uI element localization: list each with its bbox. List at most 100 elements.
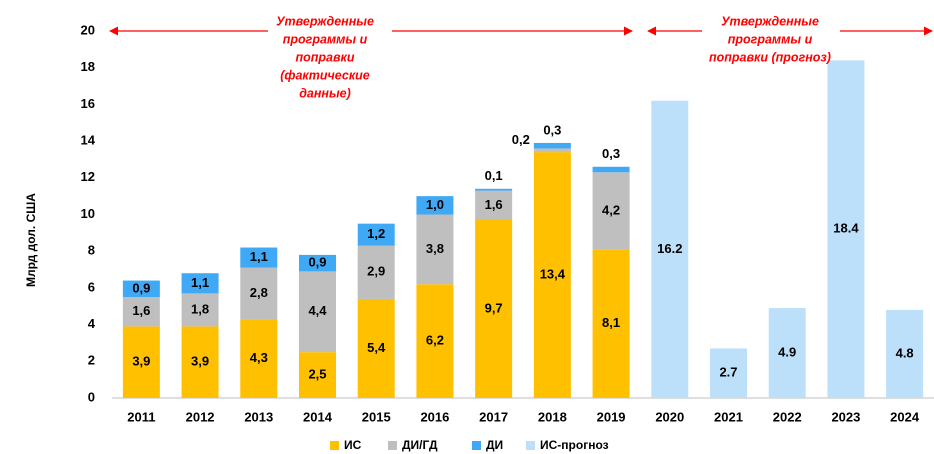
annotation: поправки (прогноз) xyxy=(709,50,831,64)
annotation: данные) xyxy=(299,86,351,100)
y-tick-label: 12 xyxy=(81,169,95,184)
data-label: 2.7 xyxy=(719,365,737,380)
data-label: 1,1 xyxy=(250,249,268,264)
legend-swatch xyxy=(472,441,481,450)
bar-segment xyxy=(299,254,336,272)
x-tick-label: 2012 xyxy=(186,409,215,424)
data-label: 6,2 xyxy=(426,333,444,348)
bar-segment xyxy=(416,196,454,215)
legend-swatch xyxy=(330,441,339,450)
data-label: 0,3 xyxy=(602,146,620,161)
y-tick-label: 2 xyxy=(88,353,95,368)
x-tick-label: 2023 xyxy=(831,409,860,424)
bar-segment xyxy=(592,249,630,398)
annotation: Утвержденные xyxy=(721,14,819,28)
annotation: программы и xyxy=(283,32,368,46)
bar-segment xyxy=(357,223,395,246)
y-tick-label: 18 xyxy=(81,59,95,74)
y-tick-label: 14 xyxy=(81,133,96,148)
bar-segment xyxy=(416,214,454,285)
data-label: 5,4 xyxy=(367,340,386,355)
data-label: 0,2 xyxy=(512,132,530,147)
data-label: 3,9 xyxy=(132,354,150,369)
data-label: 2,8 xyxy=(250,285,268,300)
x-tick-label: 2011 xyxy=(127,409,155,424)
x-tick-label: 2017 xyxy=(479,409,508,424)
bar-segment xyxy=(592,166,630,173)
data-label: 0,1 xyxy=(485,168,503,183)
bar-segment xyxy=(122,280,160,298)
data-label: 13,4 xyxy=(540,266,566,281)
y-tick-label: 10 xyxy=(81,206,95,221)
bar-segment xyxy=(122,297,160,327)
x-tick-label: 2018 xyxy=(538,409,567,424)
data-label: 4,2 xyxy=(602,202,620,217)
bar-segment xyxy=(475,190,513,221)
x-tick-label: 2019 xyxy=(597,409,626,424)
data-label: 1,1 xyxy=(191,275,209,290)
bar-segment xyxy=(299,352,336,398)
data-label: 4,3 xyxy=(250,350,268,365)
bar-segment xyxy=(592,172,630,250)
bar-segment xyxy=(475,188,513,191)
data-label: 1,6 xyxy=(485,197,503,212)
data-label: 0,9 xyxy=(308,255,326,270)
x-tick-label: 2016 xyxy=(420,409,449,424)
data-label: 0,9 xyxy=(132,280,150,295)
bar-segment xyxy=(181,293,219,327)
data-label: 1,0 xyxy=(426,197,444,212)
data-label: 1,6 xyxy=(132,303,150,318)
bar-segment xyxy=(768,308,806,398)
data-label: 9,7 xyxy=(485,300,503,315)
data-label: 3,9 xyxy=(191,354,209,369)
x-tick-label: 2020 xyxy=(655,409,684,424)
bar-segment xyxy=(357,298,395,398)
x-tick-label: 2022 xyxy=(773,409,802,424)
y-tick-label: 6 xyxy=(88,279,95,294)
bar-segment xyxy=(533,152,571,398)
annotation: поправки xyxy=(295,50,354,64)
data-label: 1,8 xyxy=(191,301,209,316)
bar-segment xyxy=(181,273,219,294)
y-tick-label: 16 xyxy=(81,96,95,111)
data-label: 8,1 xyxy=(602,315,620,330)
bar-segment xyxy=(357,245,395,299)
x-tick-label: 2021 xyxy=(714,409,743,424)
x-tick-label: 2015 xyxy=(362,409,391,424)
y-tick-label: 8 xyxy=(88,243,95,258)
bar-segment xyxy=(122,326,160,398)
y-axis-label: Млрд дол. США xyxy=(24,193,38,287)
data-label: 0,3 xyxy=(543,122,561,137)
data-label: 4.8 xyxy=(896,345,914,360)
bar-segment xyxy=(533,142,571,149)
x-tick-label: 2014 xyxy=(303,409,333,424)
data-label: 18.4 xyxy=(833,221,859,236)
legend-label: ДИ xyxy=(486,438,503,452)
bar-segment xyxy=(827,60,865,399)
legend-label: ИС-прогноз xyxy=(540,438,609,452)
bar-segment xyxy=(475,220,513,398)
data-label: 4,4 xyxy=(308,303,327,318)
annotation: (фактические xyxy=(280,68,370,82)
data-label: 2,9 xyxy=(367,264,385,279)
legend-label: ИС xyxy=(344,438,362,452)
data-label: 1,2 xyxy=(367,226,385,241)
bar-segment xyxy=(886,309,924,398)
bar-segment xyxy=(416,284,454,398)
bar-segment xyxy=(240,319,278,398)
bar-segment xyxy=(240,247,278,268)
data-label: 4.9 xyxy=(778,344,796,359)
legend-swatch xyxy=(526,441,535,450)
data-label: 2,5 xyxy=(308,367,326,382)
bar-segment xyxy=(240,267,278,320)
x-tick-label: 2013 xyxy=(244,409,273,424)
data-label: 16.2 xyxy=(657,241,682,256)
legend-label: ДИ/ГД xyxy=(402,438,438,452)
y-tick-label: 20 xyxy=(81,22,95,37)
annotation: программы и xyxy=(728,32,813,46)
annotation: Утвержденные xyxy=(276,14,374,28)
bar-segment xyxy=(181,326,219,398)
bar-segment xyxy=(710,348,747,398)
legend-swatch xyxy=(388,441,397,450)
y-tick-label: 4 xyxy=(88,316,96,331)
